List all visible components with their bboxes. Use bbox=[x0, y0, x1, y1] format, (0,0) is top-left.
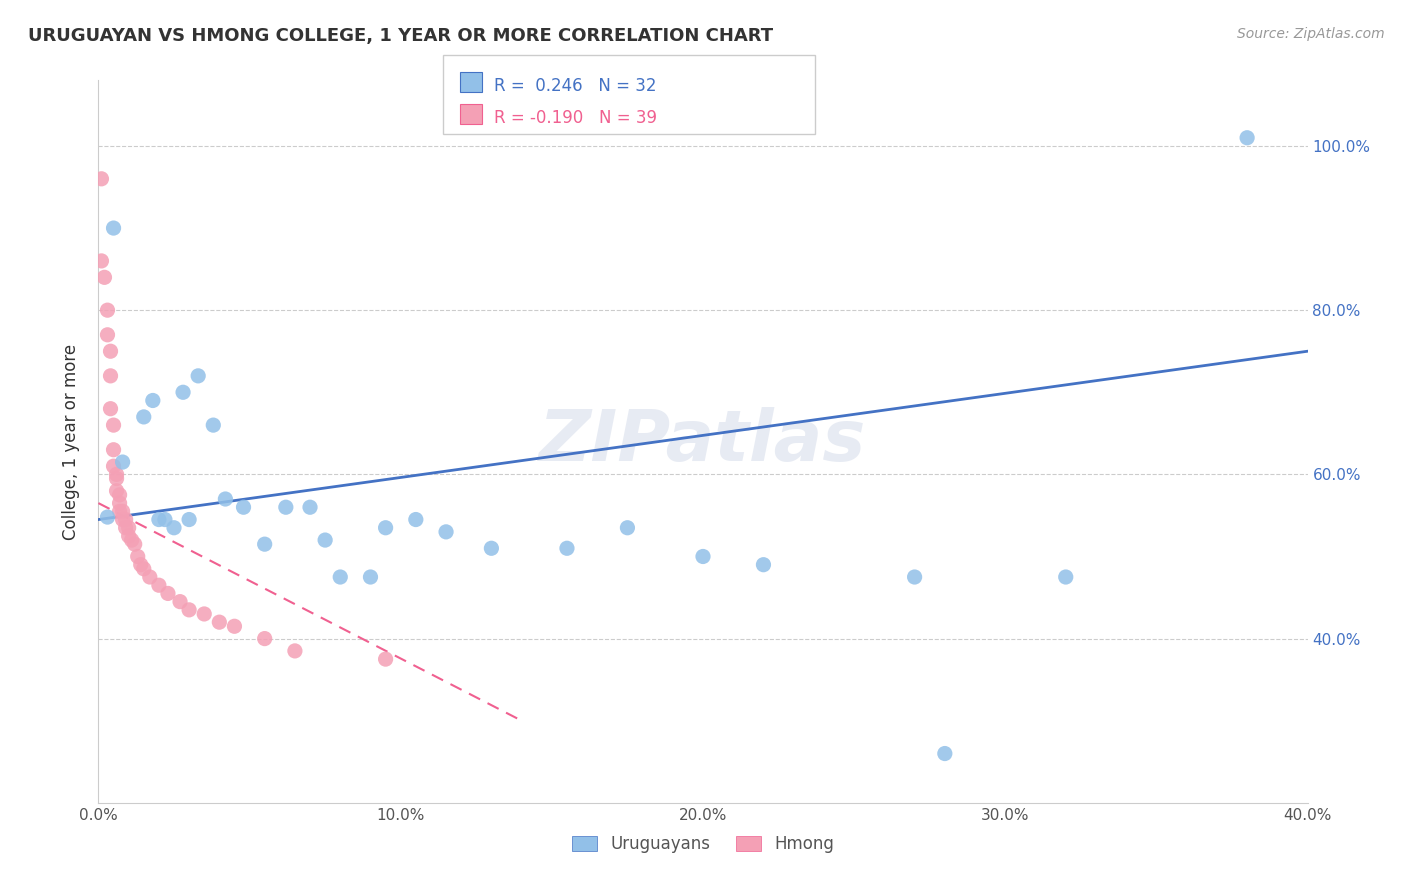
Point bbox=[129, 558, 152, 572]
Point bbox=[114, 512, 136, 526]
Point bbox=[103, 221, 125, 235]
Point bbox=[904, 570, 927, 584]
Point bbox=[100, 401, 122, 416]
Point bbox=[96, 327, 118, 342]
Text: R = -0.190   N = 39: R = -0.190 N = 39 bbox=[494, 109, 657, 127]
Point bbox=[314, 533, 336, 547]
Point bbox=[374, 652, 396, 666]
Point bbox=[692, 549, 714, 564]
Point bbox=[481, 541, 503, 556]
Point bbox=[434, 524, 457, 539]
Point bbox=[555, 541, 578, 556]
Point bbox=[193, 607, 215, 621]
Point bbox=[114, 521, 136, 535]
Point bbox=[202, 418, 225, 433]
Point bbox=[148, 578, 170, 592]
Point bbox=[360, 570, 382, 584]
Point bbox=[111, 504, 134, 518]
Text: Source: ZipAtlas.com: Source: ZipAtlas.com bbox=[1237, 27, 1385, 41]
Point bbox=[108, 504, 131, 518]
Point bbox=[142, 393, 165, 408]
Point bbox=[274, 500, 297, 515]
Text: R =  0.246   N = 32: R = 0.246 N = 32 bbox=[494, 77, 657, 95]
Point bbox=[111, 512, 134, 526]
Point bbox=[299, 500, 322, 515]
Point bbox=[616, 521, 638, 535]
Point bbox=[934, 747, 956, 761]
Point bbox=[253, 537, 276, 551]
Point bbox=[208, 615, 231, 630]
Point bbox=[329, 570, 352, 584]
Point bbox=[752, 558, 775, 572]
Point bbox=[132, 562, 155, 576]
Point bbox=[156, 586, 179, 600]
Point bbox=[90, 171, 112, 186]
Point bbox=[96, 510, 118, 524]
Point bbox=[100, 344, 122, 359]
Point bbox=[179, 603, 201, 617]
Point bbox=[405, 512, 427, 526]
Point bbox=[111, 455, 134, 469]
Point bbox=[96, 303, 118, 318]
Point bbox=[253, 632, 276, 646]
Point bbox=[105, 467, 128, 482]
Point bbox=[169, 594, 191, 608]
Point bbox=[127, 549, 149, 564]
Point bbox=[132, 409, 155, 424]
Y-axis label: College, 1 year or more: College, 1 year or more bbox=[62, 343, 80, 540]
Point bbox=[103, 459, 125, 474]
Point bbox=[179, 512, 201, 526]
Point bbox=[153, 512, 176, 526]
Point bbox=[1054, 570, 1077, 584]
Point bbox=[139, 570, 162, 584]
Point bbox=[148, 512, 170, 526]
Point bbox=[163, 521, 186, 535]
Text: URUGUAYAN VS HMONG COLLEGE, 1 YEAR OR MORE CORRELATION CHART: URUGUAYAN VS HMONG COLLEGE, 1 YEAR OR MO… bbox=[28, 27, 773, 45]
Point bbox=[108, 496, 131, 510]
Point bbox=[105, 483, 128, 498]
Point bbox=[187, 368, 209, 383]
Point bbox=[232, 500, 254, 515]
Point bbox=[172, 385, 194, 400]
Point bbox=[100, 368, 122, 383]
Text: ZIPatlas: ZIPatlas bbox=[540, 407, 866, 476]
Point bbox=[121, 533, 143, 547]
Point bbox=[90, 253, 112, 268]
Point bbox=[124, 537, 146, 551]
Point bbox=[105, 471, 128, 485]
Point bbox=[1236, 130, 1258, 145]
Point bbox=[103, 418, 125, 433]
Point bbox=[214, 491, 236, 506]
Point bbox=[224, 619, 246, 633]
Point bbox=[103, 442, 125, 457]
Point bbox=[118, 521, 141, 535]
Point bbox=[108, 488, 131, 502]
Point bbox=[284, 644, 307, 658]
Legend: Uruguayans, Hmong: Uruguayans, Hmong bbox=[565, 828, 841, 860]
Point bbox=[93, 270, 115, 285]
Point bbox=[118, 529, 141, 543]
Point bbox=[374, 521, 396, 535]
